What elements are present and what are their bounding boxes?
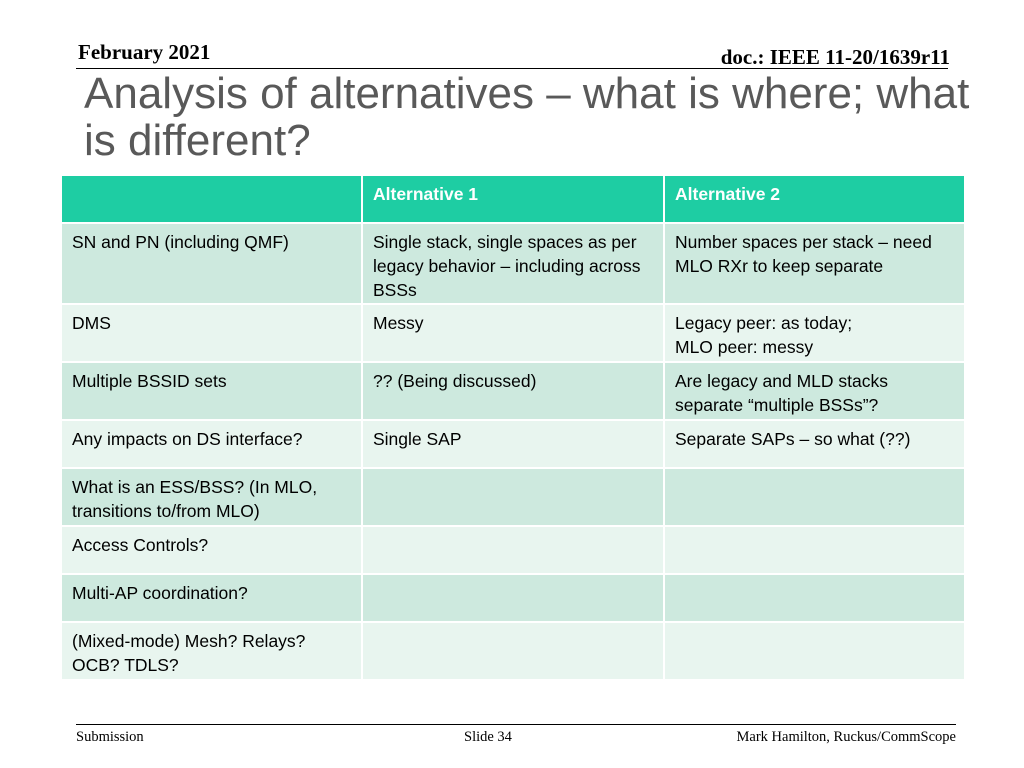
alternative-2-cell: Are legacy and MLD stacks separate “mult… — [663, 361, 966, 421]
alternative-1-cell — [361, 573, 665, 623]
alternative-1-cell: Messy — [361, 303, 665, 363]
table-row: DMS Messy Legacy peer: as today; MLO pee… — [60, 303, 966, 363]
table-header-row: Alternative 1 Alternative 2 — [60, 174, 966, 224]
table-header-cell-empty — [60, 174, 363, 224]
table-row: Any impacts on DS interface? Single SAP … — [60, 419, 966, 469]
cell-text: Legacy peer: as today; MLO peer: messy — [675, 313, 853, 357]
footer-submission: Submission — [76, 729, 144, 745]
alternative-1-cell: Single stack, single spaces as per legac… — [361, 222, 665, 305]
alternative-2-cell: Number spaces per stack – need MLO RXr t… — [663, 222, 966, 305]
cell-text: Messy — [373, 313, 424, 333]
cell-text: DMS — [72, 313, 111, 333]
row-topic: Multiple BSSID sets — [60, 361, 363, 421]
cell-text: Access Controls? — [72, 535, 209, 555]
table-row: Multiple BSSID sets ?? (Being discussed)… — [60, 361, 966, 421]
table-row: (Mixed-mode) Mesh? Relays? OCB? TDLS? — [60, 621, 966, 681]
alternative-2-cell — [663, 621, 966, 681]
cell-text: Single stack, single spaces as per legac… — [373, 232, 641, 300]
slide-date: February 2021 — [78, 40, 211, 64]
cell-text: Number spaces per stack – need MLO RXr t… — [675, 232, 932, 276]
row-topic: DMS — [60, 303, 363, 363]
alternatives-table: Alternative 1 Alternative 2 SN and PN (i… — [60, 174, 966, 681]
cell-text: ?? (Being discussed) — [373, 371, 537, 391]
row-topic: SN and PN (including QMF) — [60, 222, 363, 305]
footer-author: Mark Hamilton, Ruckus/CommScope — [736, 729, 957, 745]
footer-slide-number: Slide 34 — [464, 729, 512, 745]
document-id: doc.: IEEE 11-20/1639r11 — [720, 45, 950, 69]
alternative-2-cell: Separate SAPs – so what (??) — [663, 419, 966, 469]
alternative-1-cell: Single SAP — [361, 419, 665, 469]
table-row: Multi-AP coordination? — [60, 573, 966, 623]
row-topic: Multi-AP coordination? — [60, 573, 363, 623]
alternative-2-cell — [663, 525, 966, 575]
cell-text: Separate SAPs – so what (??) — [675, 429, 911, 449]
table-header-alternative-2: Alternative 2 — [663, 174, 966, 224]
cell-text: SN and PN (including QMF) — [72, 232, 289, 252]
cell-text: (Mixed-mode) Mesh? Relays? OCB? TDLS? — [72, 631, 306, 675]
alternative-2-cell — [663, 467, 966, 527]
alternative-1-cell: ?? (Being discussed) — [361, 361, 665, 421]
alternative-2-cell: Legacy peer: as today; MLO peer: messy — [663, 303, 966, 363]
table-header-alternative-1: Alternative 1 — [361, 174, 665, 224]
alternative-1-cell — [361, 467, 665, 527]
row-topic: (Mixed-mode) Mesh? Relays? OCB? TDLS? — [60, 621, 363, 681]
alternative-1-cell — [361, 525, 665, 575]
cell-text: What is an ESS/BSS? (In MLO, transitions… — [72, 477, 318, 521]
cell-text: Multi-AP coordination? — [72, 583, 248, 603]
cell-text: Single SAP — [373, 429, 462, 449]
row-topic: What is an ESS/BSS? (In MLO, transitions… — [60, 467, 363, 527]
header-divider — [76, 68, 948, 69]
footer-divider — [76, 724, 956, 725]
table-row: What is an ESS/BSS? (In MLO, transitions… — [60, 467, 966, 527]
row-topic: Access Controls? — [60, 525, 363, 575]
table-row: SN and PN (including QMF) Single stack, … — [60, 222, 966, 305]
table-row: Access Controls? — [60, 525, 966, 575]
alternative-1-cell — [361, 621, 665, 681]
alternative-2-cell — [663, 573, 966, 623]
cell-text: Any impacts on DS interface? — [72, 429, 303, 449]
row-topic: Any impacts on DS interface? — [60, 419, 363, 469]
slide-title: Analysis of alternatives – what is where… — [84, 69, 970, 165]
cell-text: Multiple BSSID sets — [72, 371, 227, 391]
cell-text: Are legacy and MLD stacks separate “mult… — [675, 371, 889, 415]
